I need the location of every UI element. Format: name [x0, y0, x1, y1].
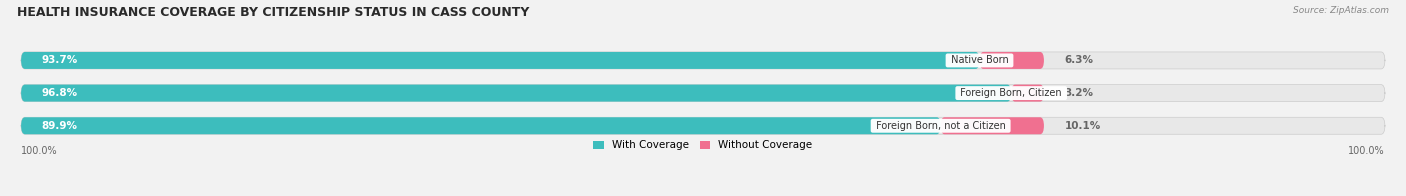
Text: Foreign Born, Citizen: Foreign Born, Citizen [957, 88, 1066, 98]
FancyBboxPatch shape [1011, 85, 1045, 102]
Text: 100.0%: 100.0% [1348, 146, 1385, 156]
Text: HEALTH INSURANCE COVERAGE BY CITIZENSHIP STATUS IN CASS COUNTY: HEALTH INSURANCE COVERAGE BY CITIZENSHIP… [17, 6, 529, 19]
Text: 6.3%: 6.3% [1064, 55, 1094, 65]
FancyBboxPatch shape [21, 52, 980, 69]
Legend: With Coverage, Without Coverage: With Coverage, Without Coverage [593, 140, 813, 150]
FancyBboxPatch shape [980, 52, 1045, 69]
FancyBboxPatch shape [21, 85, 1011, 102]
Text: 3.2%: 3.2% [1064, 88, 1094, 98]
Text: 100.0%: 100.0% [21, 146, 58, 156]
Text: Source: ZipAtlas.com: Source: ZipAtlas.com [1294, 6, 1389, 15]
Text: 89.9%: 89.9% [42, 121, 77, 131]
FancyBboxPatch shape [21, 85, 1385, 102]
Text: Foreign Born, not a Citizen: Foreign Born, not a Citizen [873, 121, 1008, 131]
Text: 10.1%: 10.1% [1064, 121, 1101, 131]
Text: Native Born: Native Born [948, 55, 1011, 65]
Text: 96.8%: 96.8% [42, 88, 77, 98]
FancyBboxPatch shape [21, 117, 941, 134]
FancyBboxPatch shape [21, 117, 1385, 134]
FancyBboxPatch shape [21, 52, 1385, 69]
FancyBboxPatch shape [941, 117, 1045, 134]
Text: 93.7%: 93.7% [42, 55, 77, 65]
